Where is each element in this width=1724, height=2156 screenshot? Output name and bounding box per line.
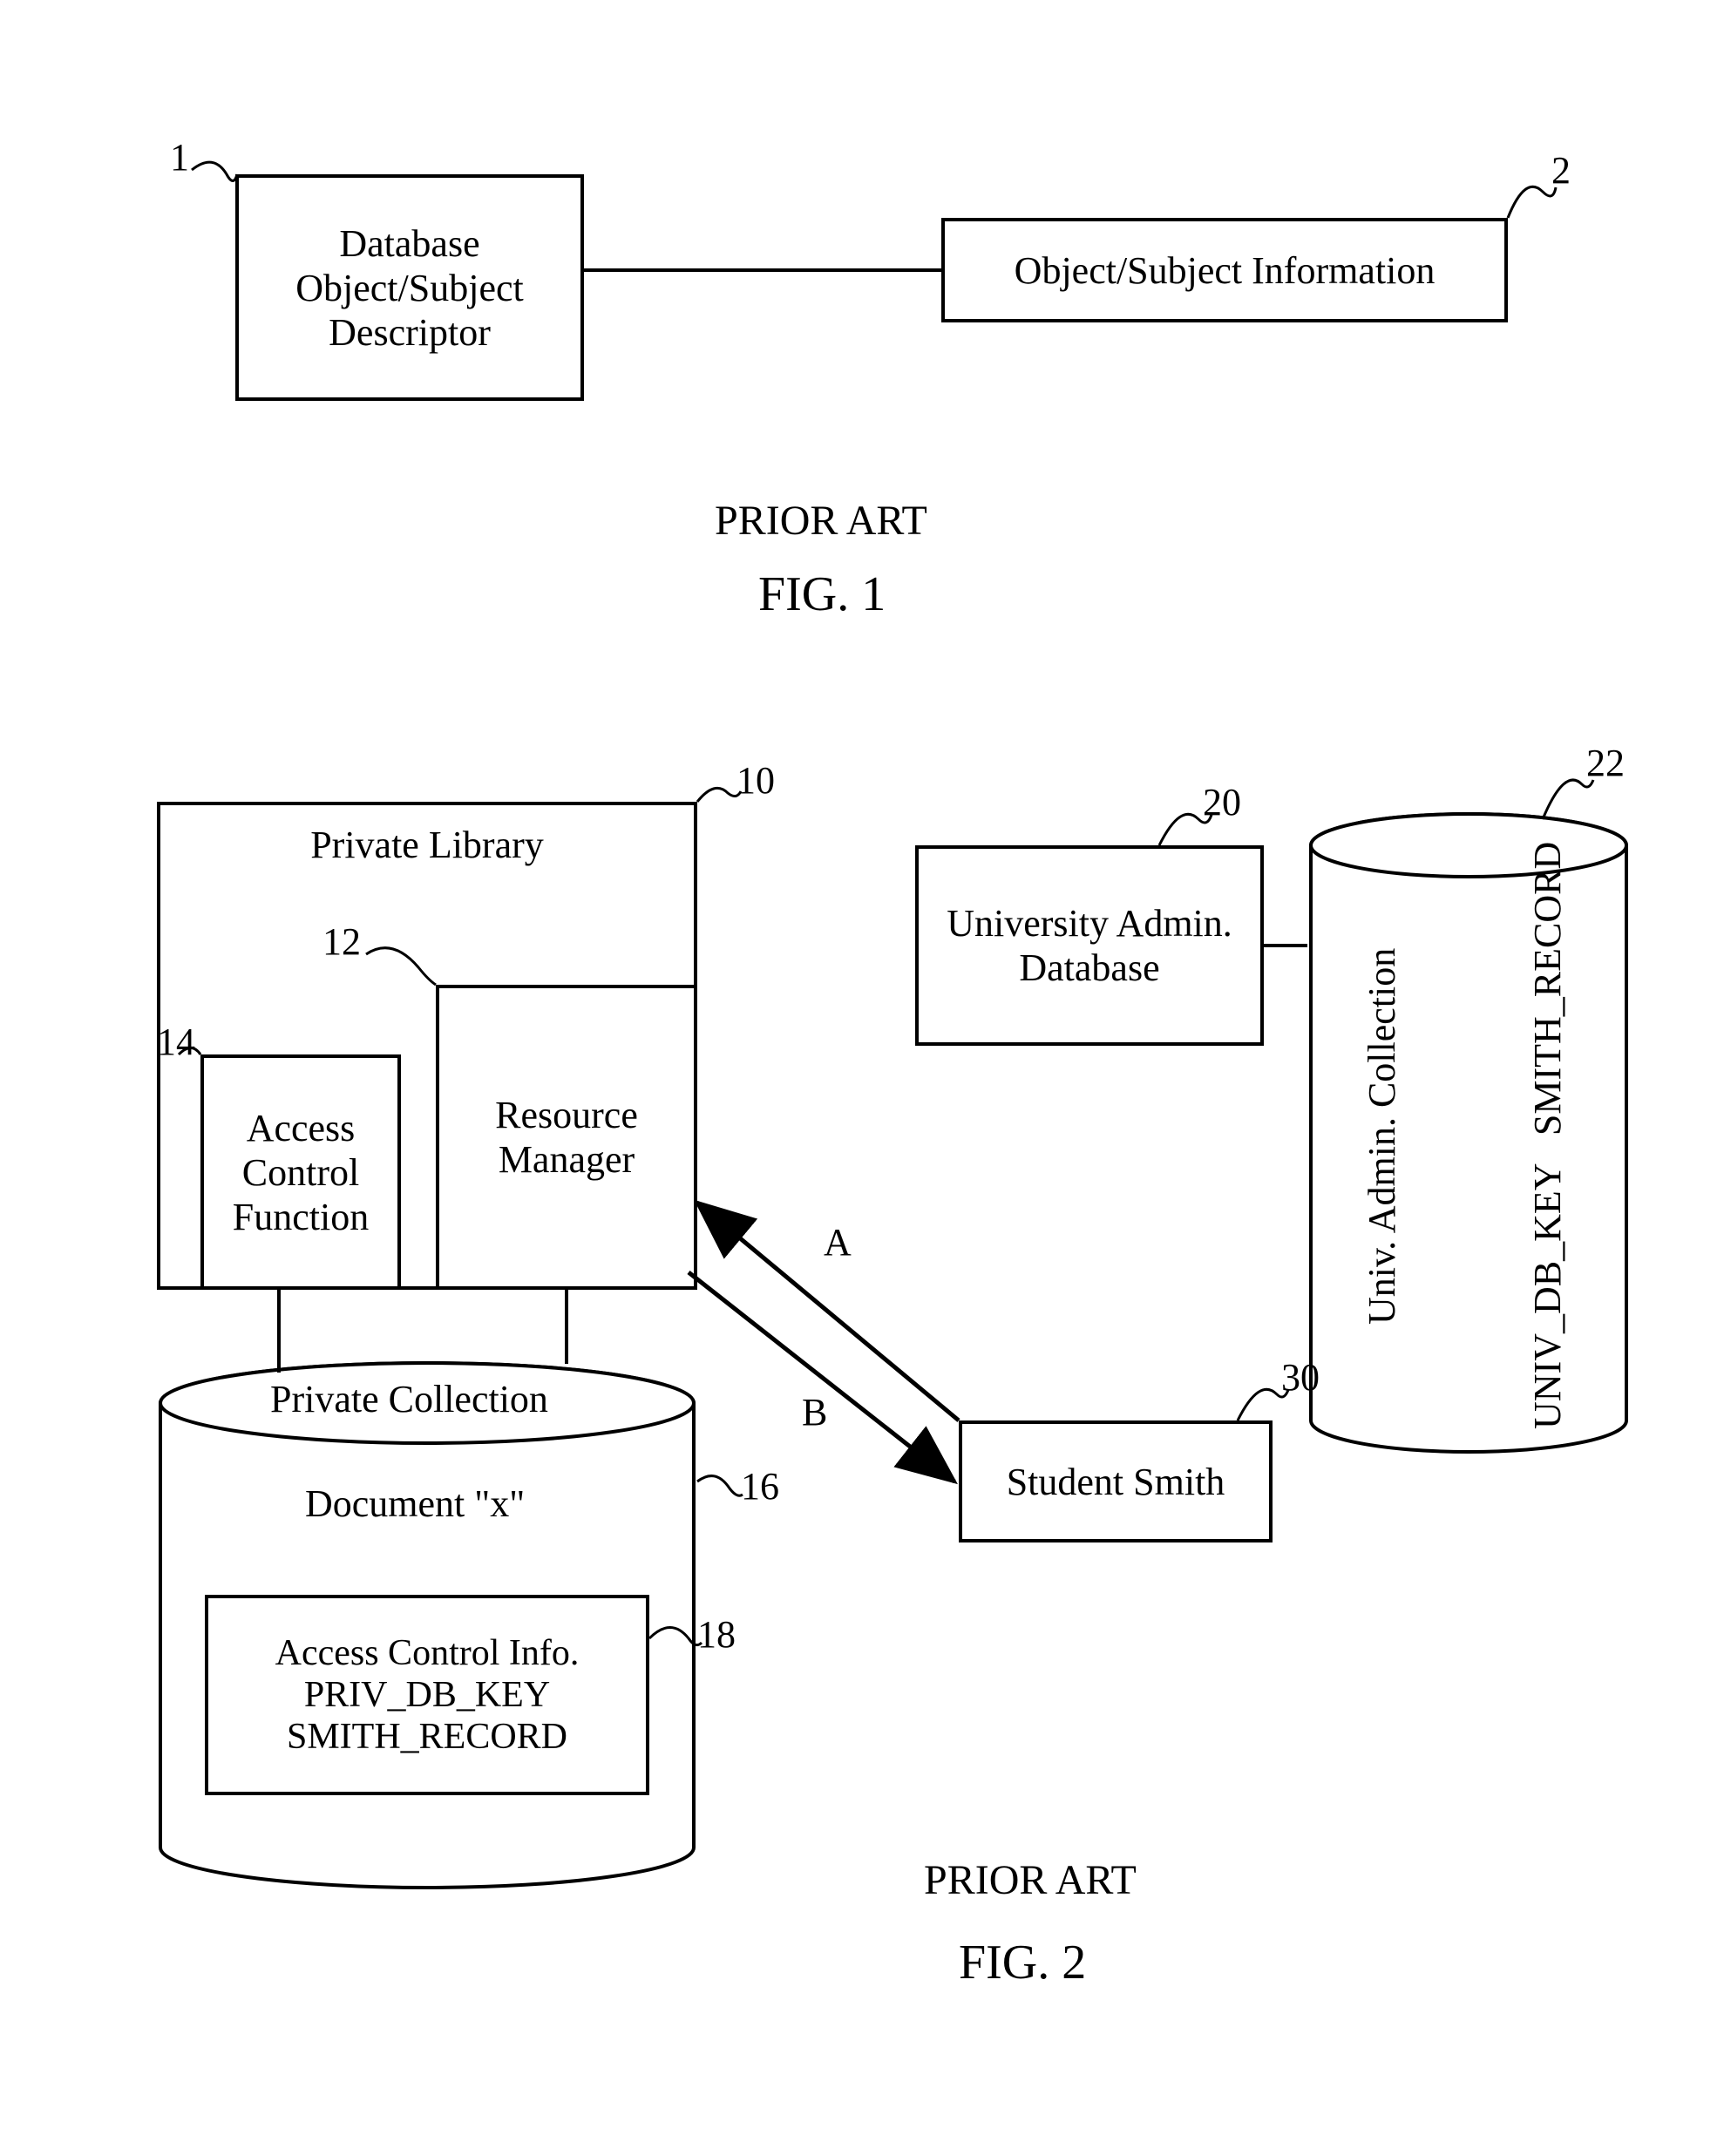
resource-manager-line2: Manager [499,1137,635,1182]
fig1-box1-line1: Database [339,221,479,266]
fig1-ref2: 2 [1551,148,1571,193]
acf-line1: Access [247,1106,356,1150]
ref-30: 30 [1281,1355,1320,1400]
page: Database Object/Subject Descriptor Objec… [0,0,1724,2156]
student-box: Student Smith [959,1420,1273,1542]
resource-manager-line1: Resource [495,1093,638,1137]
aci-box: Access Control Info. PRIV_DB_KEY SMITH_R… [205,1595,649,1795]
acf-box: Access Control Function [200,1054,401,1290]
arrow-a-label: A [824,1220,852,1264]
fig1-box1-line2: Object/Subject [295,266,524,310]
fig1-ref1: 1 [170,135,189,180]
aci-line1: Access Control Info. [275,1632,580,1674]
fig1-box2: Object/Subject Information [941,218,1508,322]
priv-coll-line2: Document "x" [305,1481,525,1526]
univ-admin-line2: Database [1019,946,1159,990]
private-library-title: Private Library [310,823,544,867]
fig1-box2-line1: Object/Subject Information [1015,248,1436,293]
student-line1: Student Smith [1007,1460,1225,1504]
aci-line2: PRIV_DB_KEY [304,1674,550,1716]
ref-22: 22 [1586,741,1625,785]
univ-collection-cylinder [1307,810,1630,1455]
acf-line3: Function [233,1195,369,1239]
fig1-caption: FIG. 1 [758,566,886,622]
arrow-b-label: B [802,1390,827,1434]
fig1-prior-art: PRIOR ART [715,497,927,545]
ref-16: 16 [741,1464,779,1509]
priv-coll-line1: Private Collection [270,1377,548,1421]
fig1-box1-line3: Descriptor [329,310,491,355]
acf-line2: Control [242,1150,359,1195]
fig2-prior-art: PRIOR ART [924,1856,1137,1904]
univ-coll-line1: Univ. Admin. Collection [1360,948,1404,1325]
ref-10: 10 [736,758,775,803]
univ-admin-line1: University Admin. [947,901,1232,946]
resource-manager-box: Resource Manager [436,985,697,1290]
ref-14: 14 [157,1020,195,1064]
univ-admin-box: University Admin. Database [915,845,1264,1046]
fig2-caption: FIG. 2 [959,1935,1086,1990]
ref-18: 18 [697,1612,736,1657]
aci-line3: SMITH_RECORD [287,1716,567,1758]
fig1-box1: Database Object/Subject Descriptor [235,174,584,401]
ref-12: 12 [322,919,361,964]
univ-coll-line2: UNIV_DB_KEY SMITH_RECORD [1525,842,1570,1429]
ref-20: 20 [1203,780,1241,824]
